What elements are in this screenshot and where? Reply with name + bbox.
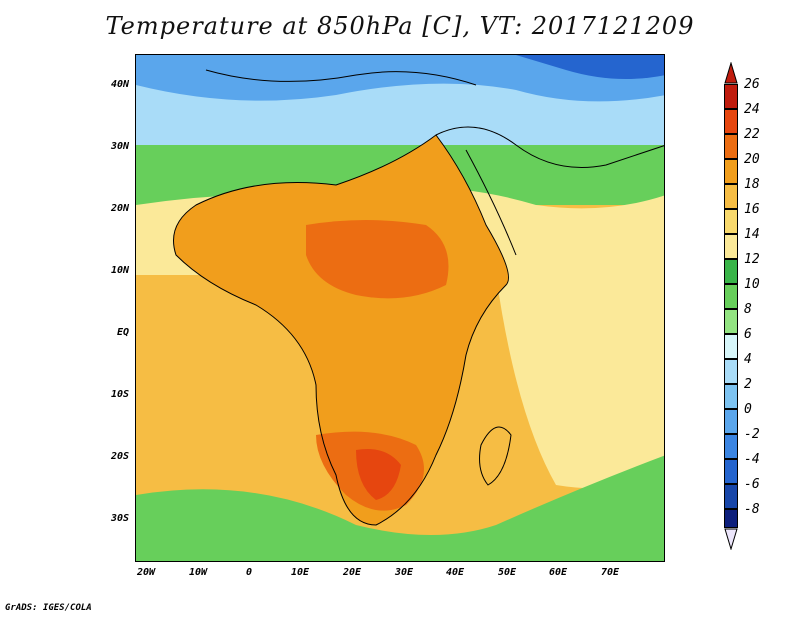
map-plot-area: [135, 54, 665, 562]
colorbar-swatch: [724, 109, 738, 134]
colorbar-label: 14: [744, 227, 760, 242]
lon-label-10w: 10W: [188, 567, 208, 578]
europe-cold-band: [136, 55, 664, 102]
colorbar-swatch: [724, 159, 738, 184]
kalahari-peak: [356, 449, 401, 500]
lat-label-30s: 30S: [110, 513, 129, 524]
colorbar-swatch: [724, 234, 738, 259]
colorbar-label: 6: [744, 327, 752, 342]
colorbar-label: 18: [744, 177, 760, 192]
colorbar-label: 24: [744, 102, 760, 117]
colorbar-swatch: [724, 309, 738, 334]
lon-label-60e: 60E: [548, 567, 568, 578]
lon-label-50e: 50E: [497, 567, 517, 578]
lat-label-20s: 20S: [110, 451, 129, 462]
colorbar-label: 22: [744, 127, 760, 142]
lon-label-40e: 40E: [445, 567, 465, 578]
colorbar-label: 12: [744, 252, 760, 267]
colorbar-swatch: [724, 284, 738, 309]
lon-label-10e: 10E: [290, 567, 310, 578]
middle-east-coast: [435, 126, 664, 168]
colorbar-swatch: [724, 134, 738, 159]
indian-ocean-field: [496, 275, 664, 489]
colorbar-swatch: [724, 209, 738, 234]
colorbar-label: -4: [744, 452, 760, 467]
colorbar-label: 10: [744, 277, 760, 292]
colorbar-label: 8: [744, 302, 752, 317]
lon-label-0: 0: [245, 567, 253, 578]
colorbar-swatch: [724, 384, 738, 409]
lat-label-30n: 30N: [110, 141, 129, 152]
colorbar-swatch: [724, 84, 738, 109]
colorbar-label: 2: [744, 377, 752, 392]
colorbar-swatch: [724, 259, 738, 284]
temperature-map: [136, 55, 664, 561]
lat-label-10s: 10S: [110, 389, 129, 400]
lat-label-10n: 10N: [110, 265, 129, 276]
colorbar-label: 16: [744, 202, 760, 217]
lat-label-20n: 20N: [110, 203, 129, 214]
colorbar-swatch: [724, 484, 738, 509]
lon-label-20e: 20E: [342, 567, 362, 578]
chart-title: Temperature at 850hPa [C], VT: 201712120…: [105, 12, 695, 40]
sahel-hot-core: [306, 220, 449, 299]
africa-coastline: [173, 134, 509, 526]
lon-label-70e: 70E: [600, 567, 620, 578]
colorbar-label: 20: [744, 152, 760, 167]
lat-label-40n: 40N: [110, 79, 129, 90]
colorbar-swatch: [724, 359, 738, 384]
colorbar-swatch: [724, 409, 738, 434]
colorbar-swatch: [724, 434, 738, 459]
grads-credit: GrADS: IGES/COLA: [5, 603, 92, 613]
colorbar-label: 4: [744, 352, 752, 367]
colorbar-swatch: [724, 509, 738, 528]
lon-label-20w: 20W: [136, 567, 156, 578]
colorbar-label: -2: [744, 427, 760, 442]
lon-label-30e: 30E: [394, 567, 414, 578]
colorbar-label: -6: [744, 477, 760, 492]
madagascar-coast: [479, 426, 512, 486]
colorbar-swatch: [724, 184, 738, 209]
colorbar-arrow-down-icon: [724, 528, 738, 550]
southern-green-band: [136, 455, 664, 561]
lat-label-eq: EQ: [116, 327, 129, 338]
red-sea-coast: [465, 149, 517, 256]
europe-coast: [205, 69, 477, 86]
colorbar-swatch: [724, 334, 738, 359]
colorbar-arrow-up-icon: [724, 62, 738, 84]
black-sea-cold: [516, 55, 664, 79]
colorbar-swatch: [724, 459, 738, 484]
colorbar-label: 0: [744, 402, 752, 417]
colorbar-label: -8: [744, 502, 760, 517]
colorbar-label: 26: [744, 77, 760, 92]
